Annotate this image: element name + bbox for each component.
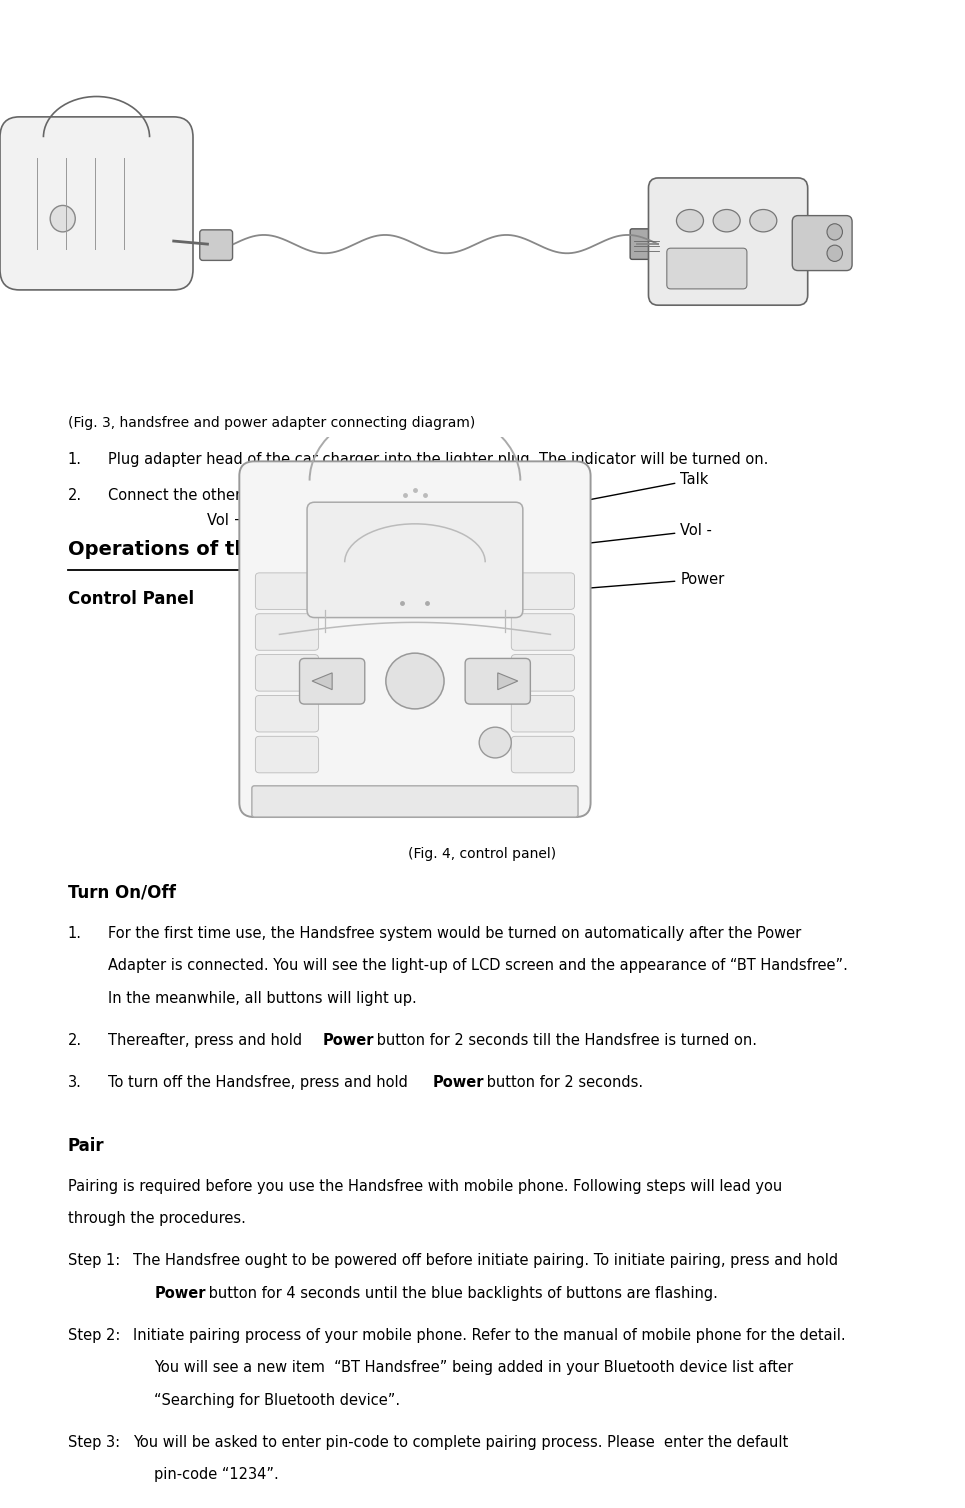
- Text: Thereafter, press and hold: Thereafter, press and hold: [108, 1033, 307, 1048]
- Text: Step 1:: Step 1:: [68, 1253, 124, 1268]
- Text: You will see a new item  “BT Handsfree” being added in your Bluetooth device lis: You will see a new item “BT Handsfree” b…: [154, 1360, 793, 1375]
- Text: Adapter is connected. You will see the light‑up of LCD screen and the appearance: Adapter is connected. You will see the l…: [108, 958, 848, 973]
- FancyBboxPatch shape: [511, 614, 574, 650]
- Text: Control Panel: Control Panel: [68, 590, 194, 608]
- Text: Power: Power: [322, 1033, 373, 1048]
- FancyBboxPatch shape: [299, 659, 365, 704]
- Text: Connect the other end to the Handsfree. (Fig. 3): Connect the other end to the Handsfree. …: [108, 489, 461, 504]
- Text: through the procedures.: through the procedures.: [68, 1211, 245, 1226]
- Text: Vol -: Vol -: [568, 523, 712, 547]
- FancyBboxPatch shape: [792, 216, 852, 270]
- Text: (Fig. 4, control panel): (Fig. 4, control panel): [408, 847, 557, 861]
- Text: To turn off the Handsfree, press and hold: To turn off the Handsfree, press and hol…: [108, 1075, 413, 1090]
- Text: Initiate pairing process of your mobile phone. Refer to the manual of mobile pho: Initiate pairing process of your mobile …: [133, 1329, 845, 1342]
- Text: pin-code “1234”.: pin-code “1234”.: [154, 1467, 279, 1482]
- FancyBboxPatch shape: [511, 736, 574, 772]
- Text: Plug adapter head of the car charger into the lighter plug. The indicator will b: Plug adapter head of the car charger int…: [108, 452, 768, 467]
- FancyBboxPatch shape: [239, 461, 591, 817]
- Text: 2.: 2.: [68, 489, 82, 504]
- Text: 3.: 3.: [68, 1075, 81, 1090]
- Text: 2.: 2.: [68, 1033, 82, 1048]
- Text: Step 2:: Step 2:: [68, 1329, 124, 1342]
- FancyBboxPatch shape: [256, 736, 318, 772]
- Text: Vol +: Vol +: [207, 513, 348, 547]
- Text: Talk: Talk: [549, 472, 708, 510]
- FancyBboxPatch shape: [256, 573, 318, 609]
- FancyBboxPatch shape: [511, 695, 574, 731]
- FancyBboxPatch shape: [465, 659, 531, 704]
- Text: button for 2 seconds till the Handsfree is turned on.: button for 2 seconds till the Handsfree …: [372, 1033, 757, 1048]
- Polygon shape: [312, 673, 332, 689]
- Ellipse shape: [713, 210, 740, 232]
- Text: For the first time use, the Handsfree system would be turned on automatically af: For the first time use, the Handsfree sy…: [108, 926, 801, 941]
- FancyBboxPatch shape: [667, 249, 747, 290]
- Text: (Fig. 3, handsfree and power adapter connecting diagram): (Fig. 3, handsfree and power adapter con…: [68, 416, 475, 430]
- Ellipse shape: [676, 210, 703, 232]
- FancyBboxPatch shape: [511, 654, 574, 691]
- Text: In the meanwhile, all buttons will light up.: In the meanwhile, all buttons will light…: [108, 991, 417, 1006]
- Circle shape: [50, 205, 75, 232]
- FancyBboxPatch shape: [256, 654, 318, 691]
- Circle shape: [827, 223, 842, 240]
- Text: Step 3:: Step 3:: [68, 1436, 124, 1449]
- Text: 1.: 1.: [68, 926, 82, 941]
- Text: Power: Power: [154, 1286, 206, 1301]
- FancyBboxPatch shape: [200, 229, 233, 261]
- Ellipse shape: [750, 210, 777, 232]
- FancyBboxPatch shape: [511, 573, 574, 609]
- Text: The Handsfree ought to be powered off before initiate pairing. To initiate pairi: The Handsfree ought to be powered off be…: [133, 1253, 839, 1268]
- Circle shape: [480, 727, 511, 759]
- Circle shape: [827, 246, 842, 261]
- Text: 1.: 1.: [68, 452, 82, 467]
- Text: Power: Power: [554, 572, 725, 593]
- FancyBboxPatch shape: [0, 118, 193, 290]
- Text: You will be asked to enter pin-code to complete pairing process. Please  enter t: You will be asked to enter pin-code to c…: [133, 1436, 788, 1449]
- Text: button for 4 seconds until the blue backlights of buttons are flashing.: button for 4 seconds until the blue back…: [204, 1286, 718, 1301]
- FancyBboxPatch shape: [256, 614, 318, 650]
- Text: Pairing is required before you use the Handsfree with mobile phone. Following st: Pairing is required before you use the H…: [68, 1179, 782, 1194]
- FancyBboxPatch shape: [307, 502, 523, 618]
- FancyBboxPatch shape: [252, 786, 578, 817]
- Text: Operations of the Handsfree: Operations of the Handsfree: [68, 540, 381, 559]
- FancyBboxPatch shape: [256, 695, 318, 731]
- Text: button for 2 seconds.: button for 2 seconds.: [482, 1075, 643, 1090]
- Circle shape: [386, 653, 444, 709]
- FancyBboxPatch shape: [648, 178, 808, 305]
- Polygon shape: [498, 673, 518, 689]
- Text: “Searching for Bluetooth device”.: “Searching for Bluetooth device”.: [154, 1393, 400, 1407]
- Text: Pair: Pair: [68, 1137, 104, 1155]
- Text: Power: Power: [432, 1075, 483, 1090]
- FancyBboxPatch shape: [630, 229, 663, 259]
- Text: Turn On/Off: Turn On/Off: [68, 884, 176, 902]
